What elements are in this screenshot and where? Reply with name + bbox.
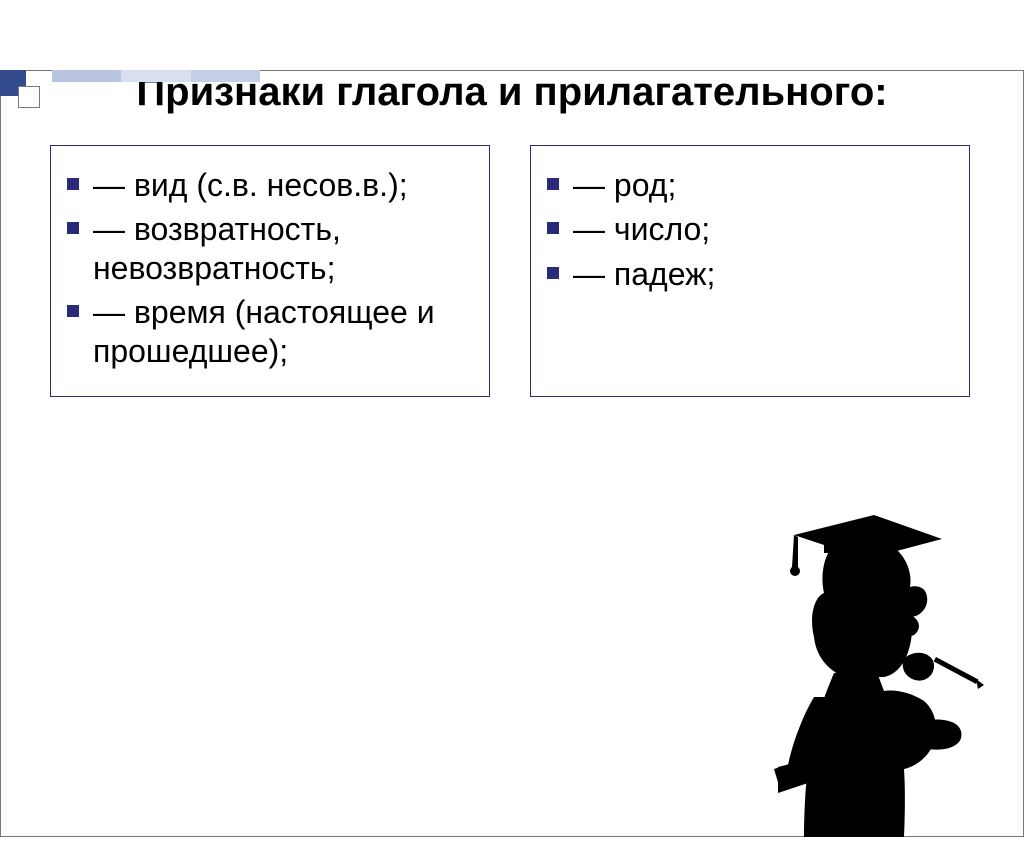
- corner-square-light: [18, 86, 40, 108]
- list-item: — род;: [547, 166, 953, 204]
- list-item: — число;: [547, 210, 953, 248]
- list-item-text: — вид (с.в. несов.в.);: [93, 166, 408, 204]
- content-columns: — вид (с.в. несов.в.); — возвратность, не…: [0, 115, 1024, 397]
- bullet-icon: [67, 178, 79, 190]
- list-item: — время (настоящее и прошедшее);: [67, 293, 473, 370]
- bullet-icon: [547, 267, 559, 279]
- corner-bar-2: [121, 70, 190, 82]
- left-box: — вид (с.в. несов.в.); — возвратность, не…: [50, 145, 490, 397]
- bullet-icon: [547, 178, 559, 190]
- list-item-text: — возвратность, невозвратность;: [93, 210, 473, 287]
- list-item-text: — число;: [573, 210, 710, 248]
- list-item: — вид (с.в. несов.в.);: [67, 166, 473, 204]
- list-item: — падеж;: [547, 255, 953, 293]
- student-silhouette: [754, 497, 984, 837]
- list-item-text: — падеж;: [573, 255, 715, 293]
- corner-bar-1: [52, 70, 121, 82]
- list-item-text: — время (настоящее и прошедшее);: [93, 293, 473, 370]
- bullet-icon: [67, 222, 79, 234]
- list-item-text: — род;: [573, 166, 676, 204]
- bullet-icon: [67, 305, 79, 317]
- corner-bar-3: [191, 70, 260, 82]
- bullet-icon: [547, 222, 559, 234]
- corner-squares: [0, 70, 52, 110]
- corner-decoration: [0, 70, 260, 110]
- list-item: — возвратность, невозвратность;: [67, 210, 473, 287]
- right-box: — род; — число; — падеж;: [530, 145, 970, 397]
